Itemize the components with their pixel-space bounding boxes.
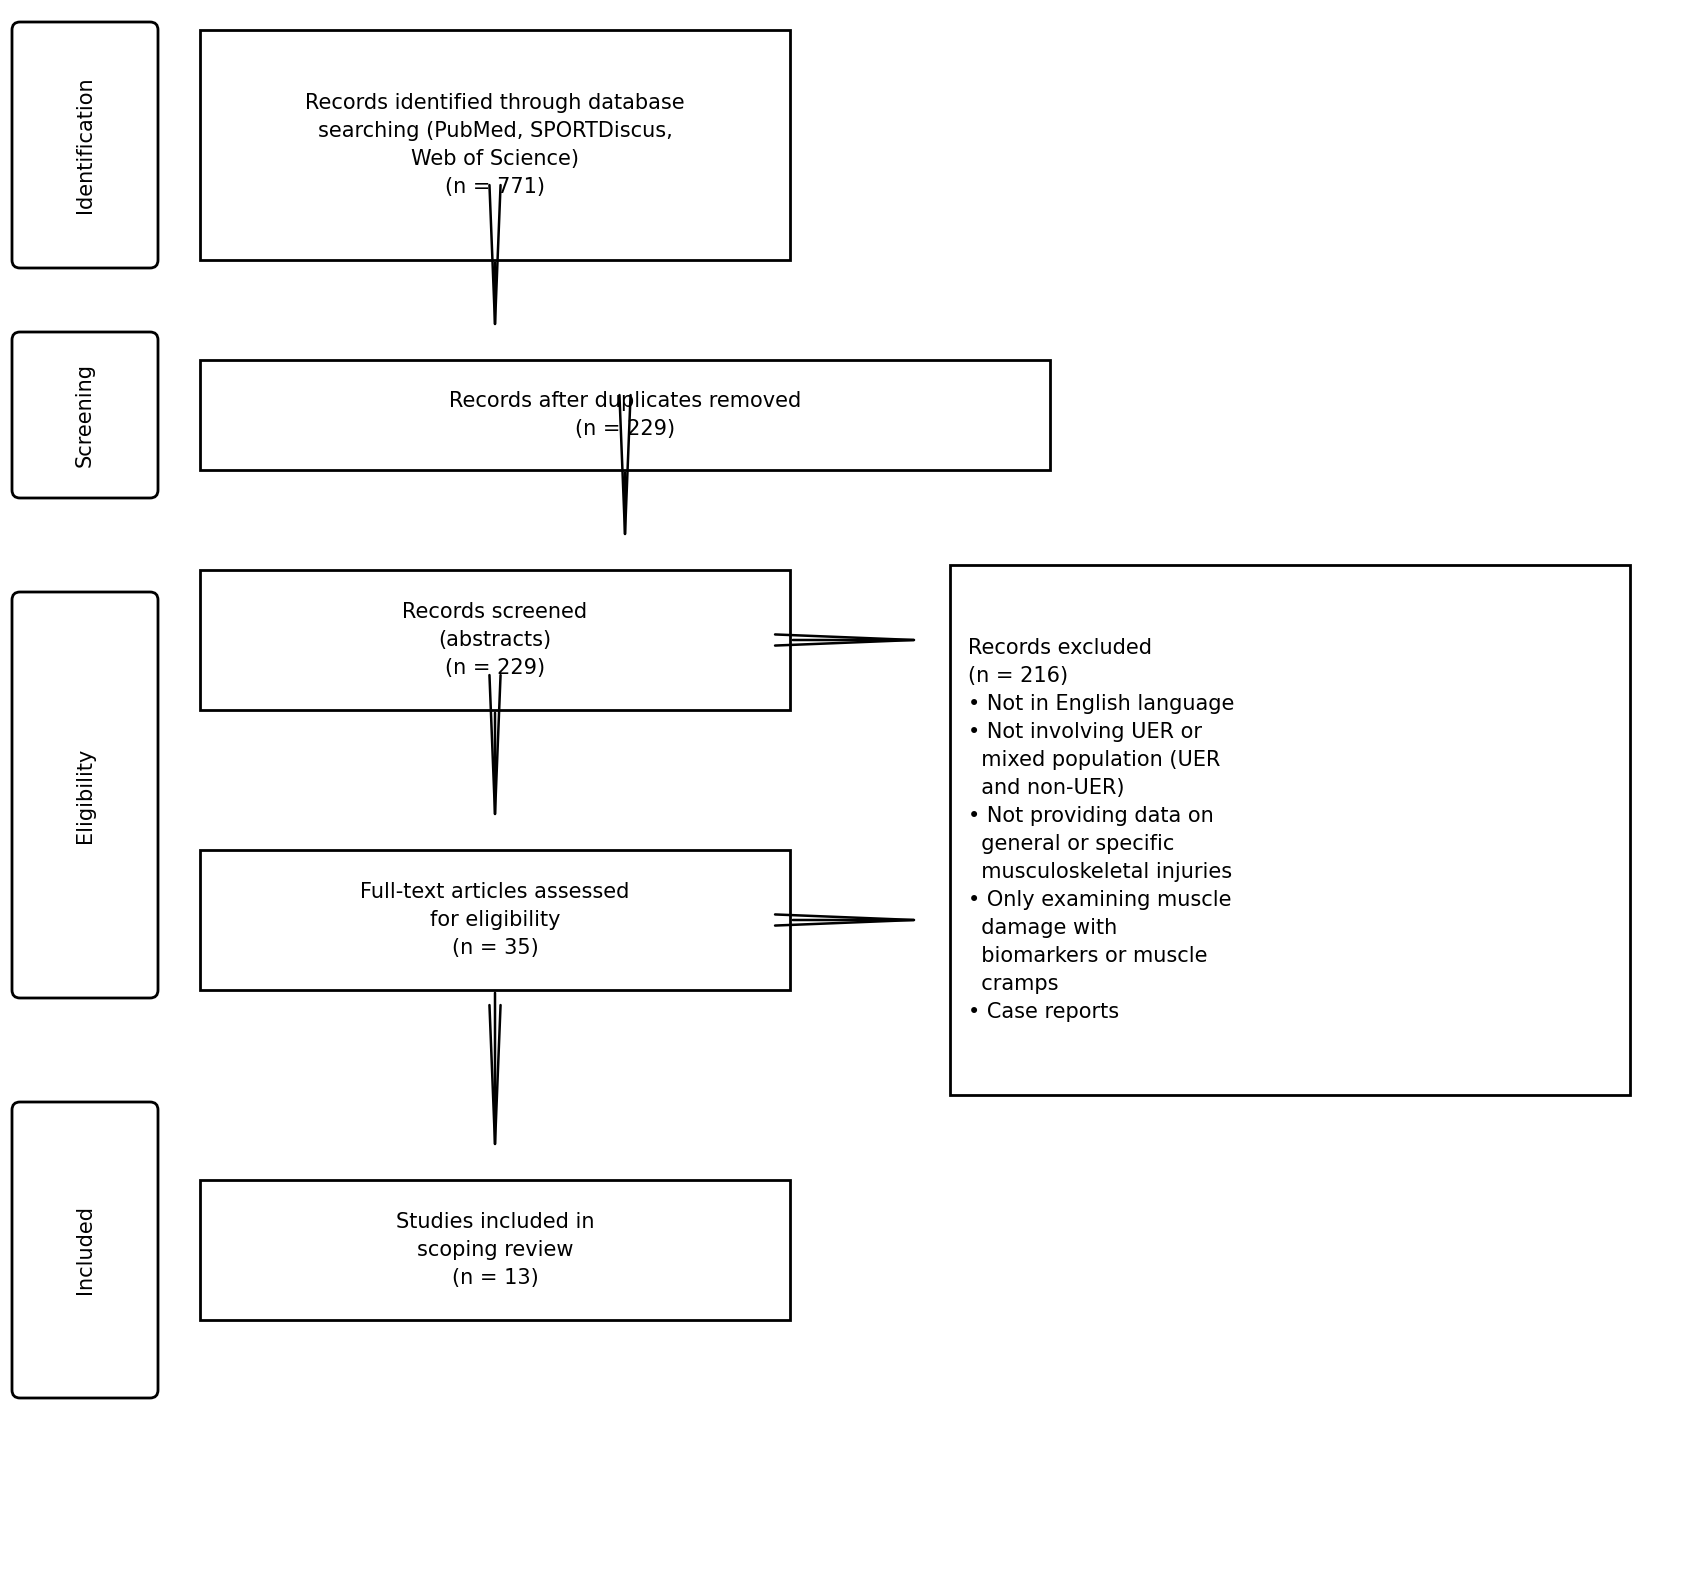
Bar [201, 360, 1051, 469]
FancyBboxPatch shape [12, 1102, 158, 1397]
Bar [950, 565, 1630, 1094]
Text: Records after duplicates removed
(n = 229): Records after duplicates removed (n = 22… [449, 391, 801, 440]
Bar [201, 1181, 791, 1320]
Text: Full-text articles assessed
for eligibility
(n = 35): Full-text articles assessed for eligibil… [360, 882, 629, 958]
Text: Records excluded
(n = 216)
• Not in English language
• Not involving UER or
  mi: Records excluded (n = 216) • Not in Engl… [967, 637, 1234, 1022]
Text: Included: Included [75, 1206, 95, 1295]
Text: Identification: Identification [75, 77, 95, 214]
FancyBboxPatch shape [12, 592, 158, 999]
Text: Records identified through database
searching (PubMed, SPORTDiscus,
Web of Scien: Records identified through database sear… [306, 93, 685, 196]
Text: Screening: Screening [75, 363, 95, 466]
Bar [201, 849, 791, 991]
FancyBboxPatch shape [12, 22, 158, 268]
Bar [201, 30, 791, 261]
Bar [201, 570, 791, 710]
FancyBboxPatch shape [12, 331, 158, 498]
Text: Eligibility: Eligibility [75, 747, 95, 843]
Text: Records screened
(abstracts)
(n = 229): Records screened (abstracts) (n = 229) [403, 601, 588, 678]
Text: Studies included in
scoping review
(n = 13): Studies included in scoping review (n = … [396, 1212, 595, 1287]
